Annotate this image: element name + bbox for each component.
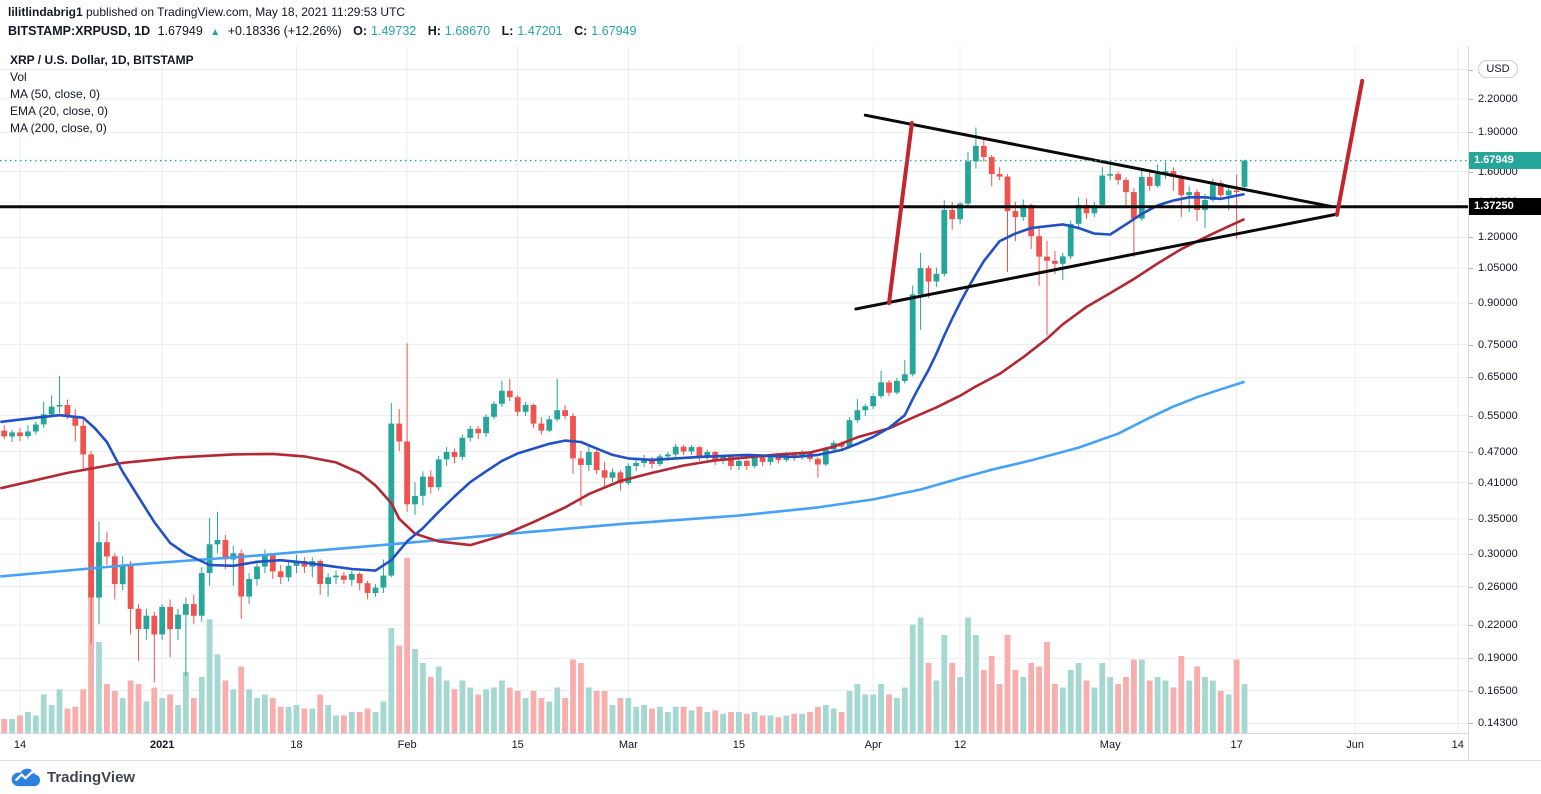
grid-lines [0, 46, 1468, 733]
price-axis-label: 0.65000 [1469, 370, 1541, 384]
price-axis-label: 0.47000 [1469, 445, 1541, 459]
time-axis-label: Apr [864, 739, 882, 751]
chart-area: XRP / U.S. Dollar, 1D, BITSTAMP Vol MA (… [0, 46, 1541, 760]
line-price-badge: 1.37250 [1469, 198, 1541, 216]
symbol-title: BITSTAMP:XRPUSD, 1D [8, 24, 151, 38]
brand-name: TradingView [47, 768, 136, 786]
volume-bars [1, 558, 1248, 733]
low-value: 1.47201 [517, 24, 563, 38]
tradingview-cloud-icon [11, 768, 40, 787]
last-price-badge: 1.67949 [1469, 152, 1541, 170]
time-axis-label: 14 [1451, 739, 1464, 751]
price-axis-label: 0.35000 [1469, 512, 1541, 526]
time-axis-label: Jun [1346, 739, 1364, 751]
price-axis-label: 0.14300 [1469, 716, 1541, 730]
drawings [0, 78, 1468, 311]
price-axis-label: 0.30000 [1469, 547, 1541, 561]
red-impulse-line [887, 121, 914, 306]
close-value: 1.67949 [591, 24, 637, 38]
legend-ma50[interactable]: MA (50, close, 0) [10, 87, 101, 101]
time-axis-label: Mar [618, 739, 638, 751]
price-change: +0.18336 (+12.26%) [227, 24, 342, 38]
time-axis-label: 2021 [149, 739, 175, 751]
up-arrow-icon: ▲ [210, 27, 221, 38]
legend-symbol[interactable]: XRP / U.S. Dollar, 1D, BITSTAMP [10, 53, 194, 67]
time-axis-label: 18 [290, 739, 303, 751]
symbol-line: BITSTAMP:XRPUSD, 1D 1.67949 ▲ +0.18336 (… [8, 22, 1541, 42]
price-axis-label: 0.22000 [1469, 618, 1541, 632]
chart-legend: XRP / U.S. Dollar, 1D, BITSTAMP Vol MA (… [10, 52, 194, 137]
time-axis-label: 17 [1230, 739, 1243, 751]
candles [1, 127, 1248, 683]
byline-text: published on TradingView.com, May 18, 20… [82, 5, 406, 19]
time-axis[interactable]: 14 2021 18 Feb 15 Mar 15 Apr 12 May 17 Jun 14 [0, 733, 1468, 760]
price-axis-label: 1.90000 [1469, 125, 1541, 139]
header: lilitlindabrig1 published on TradingView… [0, 0, 1541, 46]
low-label: L: [501, 24, 514, 38]
upper-triangle-line [863, 113, 1334, 209]
close-label: C: [574, 24, 588, 38]
high-value: 1.68670 [444, 24, 491, 38]
footer: TradingView [0, 760, 1541, 794]
time-axis-label: 15 [732, 739, 746, 751]
price-axis[interactable]: USD 1.67949 1.37250 2.500002.200001.9000… [1468, 46, 1541, 760]
legend-ma200[interactable]: MA (200, close, 0) [10, 121, 107, 135]
open-value: 1.49732 [371, 24, 417, 38]
last-price: 1.67949 [157, 24, 203, 38]
price-axis-label: 2.20000 [1469, 92, 1541, 106]
time-axis-label: 14 [13, 739, 27, 751]
legend-volume[interactable]: Vol [10, 70, 27, 84]
price-axis-label: 0.90000 [1469, 296, 1541, 310]
open-label: O: [353, 24, 368, 38]
currency-button[interactable]: USD [1478, 60, 1518, 79]
moving-averages [0, 192, 1246, 578]
author-name: lilitlindabrig1 [8, 5, 83, 19]
price-chart[interactable] [0, 46, 1468, 733]
price-axis-label: 0.41000 [1469, 476, 1541, 490]
legend-ema20[interactable]: EMA (20, close, 0) [10, 104, 109, 118]
price-axis-label: 0.26000 [1469, 580, 1541, 594]
time-axis-label: 15 [511, 739, 524, 751]
price-axis-label: 1.20000 [1469, 230, 1541, 244]
red-breakout-line [1334, 78, 1365, 217]
time-axis-label: May [1099, 739, 1121, 751]
price-axis-label: 0.16500 [1469, 684, 1541, 698]
time-axis-label: 12 [953, 739, 967, 751]
high-label: H: [427, 24, 441, 38]
price-axis-label: 0.55000 [1469, 409, 1541, 423]
time-axis-label: Feb [397, 739, 417, 751]
tradingview-logo[interactable]: TradingView [10, 766, 135, 788]
price-axis-label: 0.75000 [1469, 338, 1541, 352]
price-axis-label: 1.05000 [1469, 261, 1541, 275]
price-axis-label: 0.19000 [1469, 651, 1541, 665]
lower-triangle-line [854, 212, 1340, 311]
byline: lilitlindabrig1 published on TradingView… [8, 3, 1541, 22]
